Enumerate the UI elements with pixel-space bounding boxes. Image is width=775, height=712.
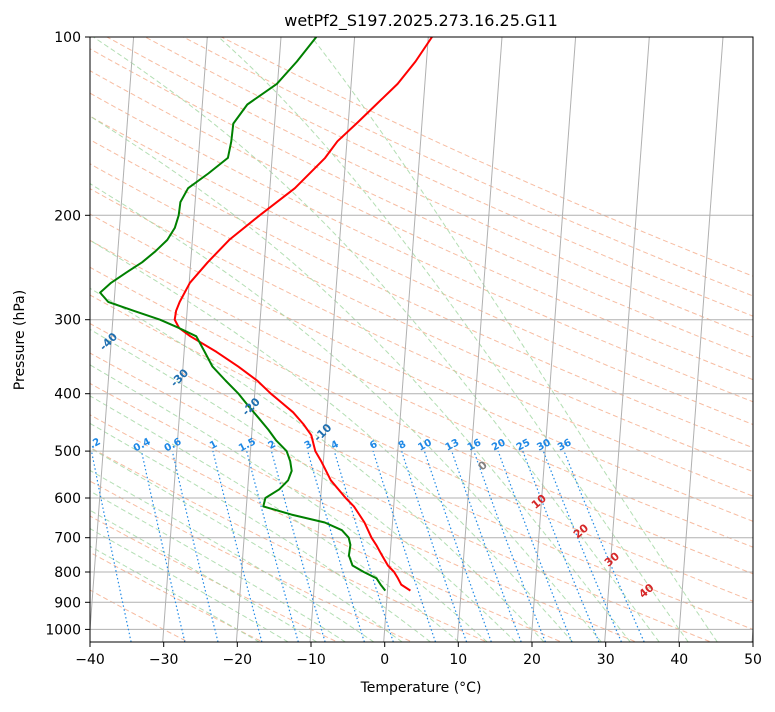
- y-tick-label: 100: [54, 30, 81, 46]
- y-tick-label: 600: [54, 491, 81, 507]
- x-tick-label: −40: [75, 652, 105, 668]
- y-tick-label: 800: [54, 565, 81, 581]
- y-tick-label: 700: [54, 531, 81, 547]
- y-tick-label: 200: [54, 208, 81, 224]
- y-tick-label: 900: [54, 595, 81, 611]
- y-tick-label: 300: [54, 313, 81, 329]
- y-axis-label: Pressure (hPa): [12, 290, 28, 390]
- chart-title: wetPf2_S197.2025.273.16.25.G11: [284, 11, 558, 31]
- x-tick-label: 0: [380, 652, 389, 668]
- x-tick-label: −20: [223, 652, 253, 668]
- y-tick-label: 500: [54, 444, 81, 460]
- x-tick-label: −30: [149, 652, 179, 668]
- x-tick-label: 30: [597, 652, 615, 668]
- x-tick-label: −10: [296, 652, 326, 668]
- x-tick-label: 50: [744, 652, 762, 668]
- y-tick-label: 400: [54, 387, 81, 403]
- x-axis-label: Temperature (°C): [360, 680, 482, 696]
- x-tick-label: 40: [670, 652, 688, 668]
- x-tick-label: 10: [449, 652, 467, 668]
- y-tick-label: 1000: [45, 622, 81, 638]
- x-tick-label: 20: [523, 652, 541, 668]
